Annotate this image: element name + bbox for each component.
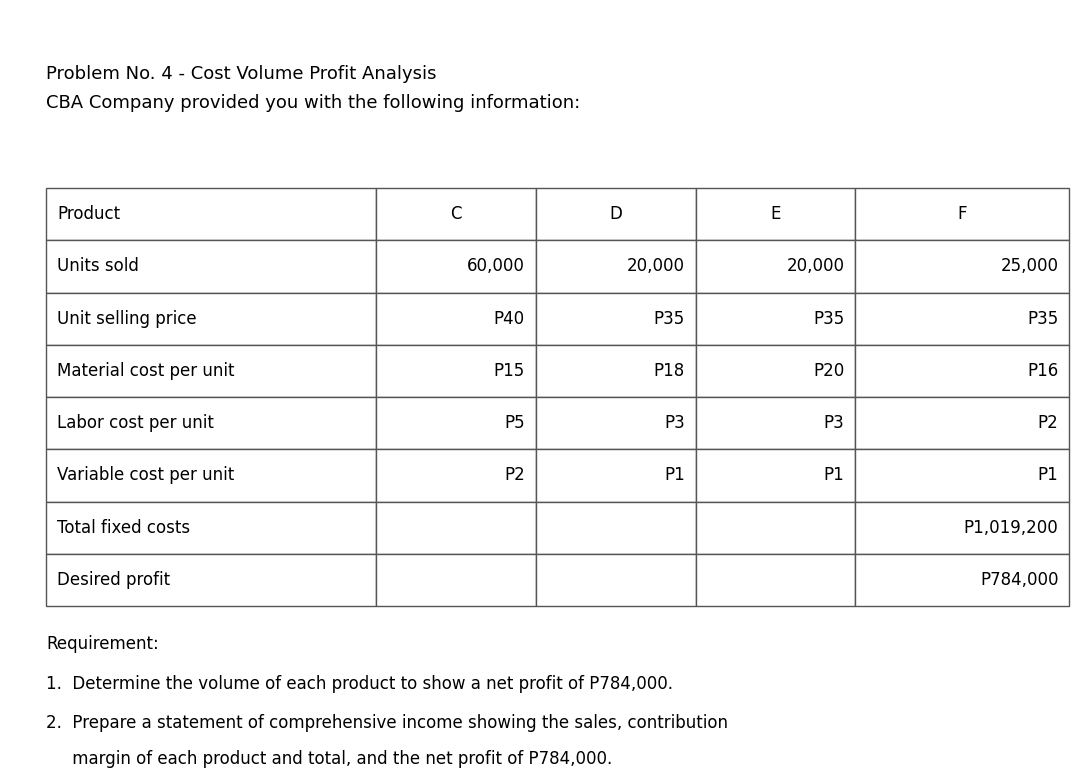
Text: Desired profit: Desired profit [57, 571, 171, 589]
Text: P2: P2 [1038, 414, 1058, 432]
Bar [696, 293, 855, 345]
Text: P5: P5 [504, 414, 525, 432]
Text: P35: P35 [813, 310, 845, 328]
Bar [855, 397, 1069, 449]
Bar [376, 397, 536, 449]
Bar [376, 188, 536, 240]
Text: 2.  Prepare a statement of comprehensive income showing the sales, contribution: 2. Prepare a statement of comprehensive … [46, 714, 728, 732]
Text: Material cost per unit: Material cost per unit [57, 362, 234, 380]
Text: P1: P1 [664, 466, 685, 485]
Text: P15: P15 [494, 362, 525, 380]
Text: C: C [450, 205, 461, 223]
Bar [855, 188, 1069, 240]
Bar [376, 345, 536, 397]
Bar [536, 293, 696, 345]
Text: 60,000: 60,000 [467, 257, 525, 276]
Bar [46, 502, 376, 554]
Bar [855, 449, 1069, 502]
Bar [855, 502, 1069, 554]
Bar [536, 345, 696, 397]
Bar [46, 345, 376, 397]
Text: 25,000: 25,000 [1000, 257, 1058, 276]
Text: Requirement:: Requirement: [46, 635, 159, 653]
Text: Total fixed costs: Total fixed costs [57, 518, 190, 537]
Bar [696, 502, 855, 554]
Text: P20: P20 [813, 362, 845, 380]
Bar [696, 449, 855, 502]
Bar [376, 554, 536, 606]
Bar [536, 240, 696, 293]
Text: E: E [770, 205, 781, 223]
Text: Problem No. 4 - Cost Volume Profit Analysis: Problem No. 4 - Cost Volume Profit Analy… [46, 65, 437, 83]
Text: P3: P3 [664, 414, 685, 432]
Bar [46, 240, 376, 293]
Text: P3: P3 [824, 414, 845, 432]
Text: P1,019,200: P1,019,200 [963, 518, 1058, 537]
Bar [536, 449, 696, 502]
Text: P784,000: P784,000 [980, 571, 1058, 589]
Text: P35: P35 [653, 310, 685, 328]
Bar [536, 188, 696, 240]
Bar [855, 554, 1069, 606]
Bar [46, 397, 376, 449]
Bar [46, 449, 376, 502]
Text: P40: P40 [494, 310, 525, 328]
Text: P35: P35 [1027, 310, 1058, 328]
Text: P2: P2 [504, 466, 525, 485]
Bar [536, 397, 696, 449]
Bar [696, 240, 855, 293]
Text: Product: Product [57, 205, 120, 223]
Text: P1: P1 [824, 466, 845, 485]
Text: F: F [958, 205, 967, 223]
Bar [696, 397, 855, 449]
Bar [536, 502, 696, 554]
Text: Labor cost per unit: Labor cost per unit [57, 414, 214, 432]
Text: CBA Company provided you with the following information:: CBA Company provided you with the follow… [46, 94, 581, 111]
Bar [696, 554, 855, 606]
Bar [376, 449, 536, 502]
Text: P18: P18 [653, 362, 685, 380]
Text: margin of each product and total, and the net profit of P784,000.: margin of each product and total, and th… [46, 750, 612, 768]
Bar [696, 188, 855, 240]
Bar [376, 293, 536, 345]
Bar [855, 293, 1069, 345]
Text: Variable cost per unit: Variable cost per unit [57, 466, 234, 485]
Text: Units sold: Units sold [57, 257, 139, 276]
Text: 20,000: 20,000 [626, 257, 685, 276]
Bar [855, 345, 1069, 397]
Bar [376, 502, 536, 554]
Bar [536, 554, 696, 606]
Bar [855, 240, 1069, 293]
Bar [46, 554, 376, 606]
Text: 1.  Determine the volume of each product to show a net profit of P784,000.: 1. Determine the volume of each product … [46, 675, 674, 693]
Text: D: D [609, 205, 622, 223]
Bar [696, 345, 855, 397]
Text: 20,000: 20,000 [786, 257, 845, 276]
Text: P16: P16 [1027, 362, 1058, 380]
Text: Unit selling price: Unit selling price [57, 310, 197, 328]
Bar [46, 188, 376, 240]
Text: P1: P1 [1038, 466, 1058, 485]
Bar [46, 293, 376, 345]
Bar [376, 240, 536, 293]
